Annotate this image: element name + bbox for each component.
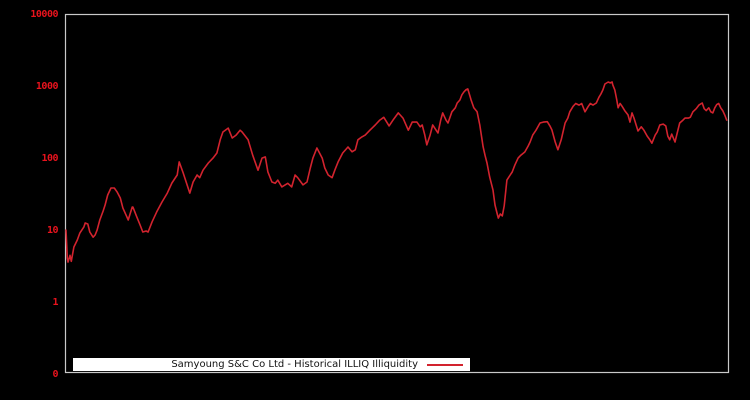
legend-label: Samyoung S&C Co Ltd - Historical ILLIQ I… [171,358,418,370]
y-axis-tick-label: 1 [52,297,58,308]
legend: Samyoung S&C Co Ltd - Historical ILLIQ I… [73,358,470,371]
y-axis-tick-label: 10000 [30,9,58,20]
y-axis-tick-label: 0 [52,369,58,380]
legend-line-swatch [427,363,463,366]
y-axis-tick-label: 1000 [35,81,59,92]
plot-border [64,13,730,374]
y-axis-tick-label: 10 [46,225,59,236]
y-axis-tick-label: 100 [41,153,58,164]
illiq-line-series [65,81,728,263]
